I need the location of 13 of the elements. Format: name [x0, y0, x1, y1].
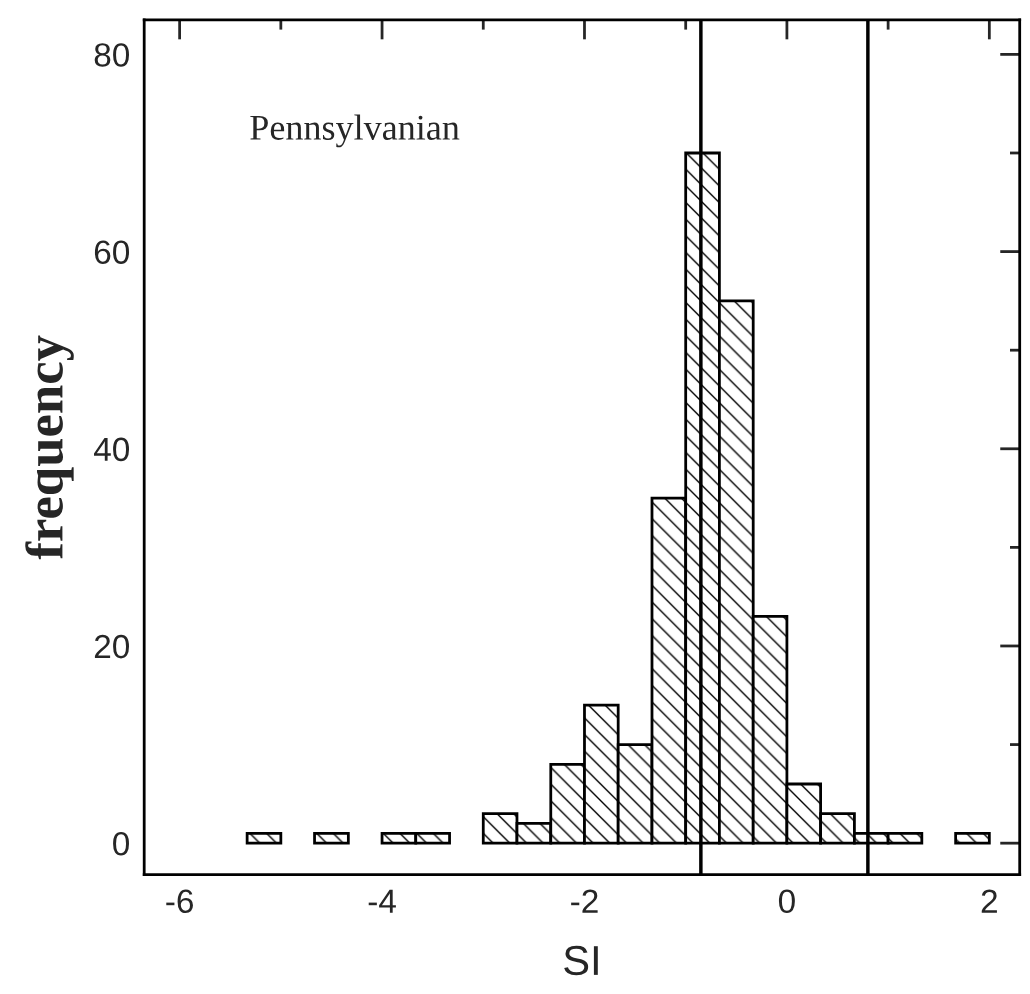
- y-tick-label: 0: [113, 831, 130, 856]
- annotation: Pennsylvanian: [250, 114, 460, 148]
- y-tick-label: 60: [94, 240, 130, 264]
- x-tick-label: 2: [981, 889, 997, 913]
- y-axis-title: frequency: [25, 335, 74, 560]
- x-tick-label: 0: [778, 889, 795, 914]
- x-axis-title: SI: [564, 945, 598, 976]
- y-tick-label: 80: [94, 43, 130, 67]
- x-tick-label: -2: [571, 889, 598, 913]
- y-tick-label: 20: [94, 634, 130, 659]
- y-tick-label: 40: [94, 437, 130, 462]
- x-tick-label: -4: [368, 889, 396, 913]
- x-tick-label: -6: [166, 889, 193, 914]
